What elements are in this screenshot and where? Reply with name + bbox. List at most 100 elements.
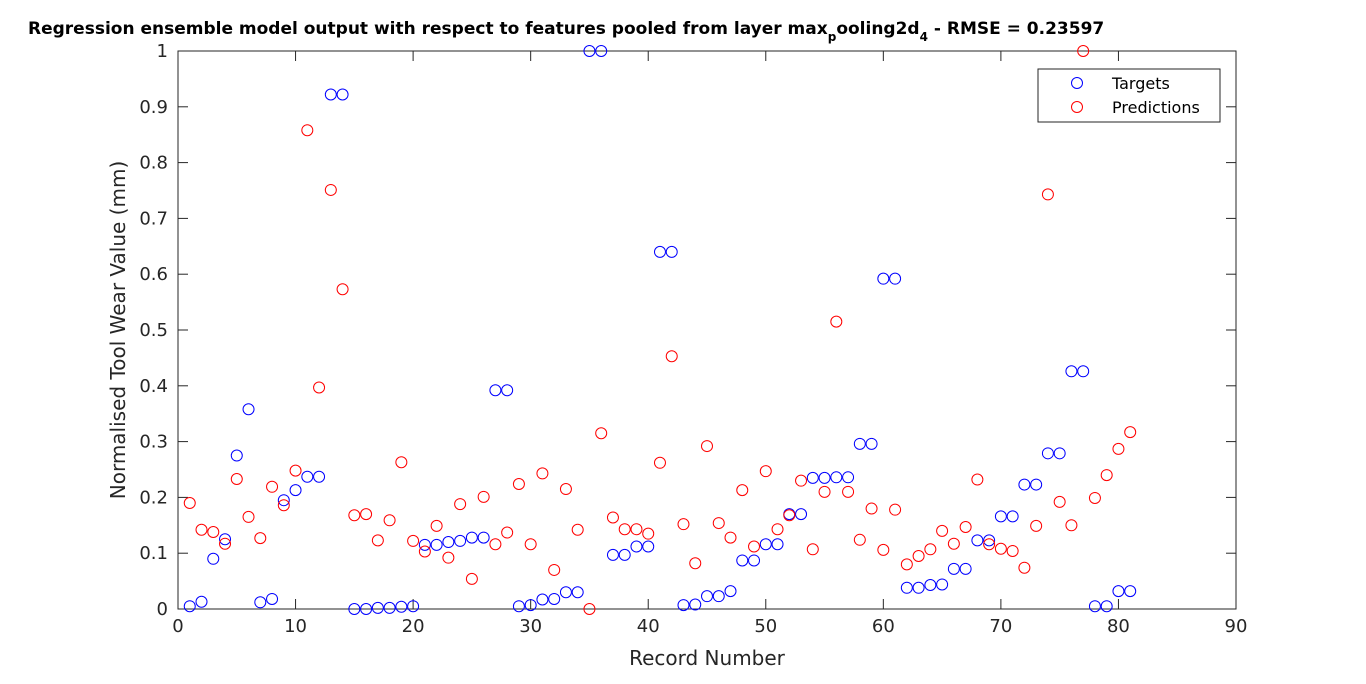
data-point-predictions — [936, 524, 949, 537]
data-point-targets — [736, 554, 749, 567]
data-point-predictions — [889, 503, 902, 516]
y-tick-label: 0.9 — [139, 97, 168, 118]
data-point-targets — [324, 88, 337, 101]
data-point-targets — [889, 272, 902, 285]
x-tick-label: 20 — [402, 616, 425, 637]
data-point-targets — [207, 552, 220, 565]
y-tick-label: 0 — [157, 599, 168, 620]
data-point-predictions — [242, 510, 255, 523]
data-point-targets — [313, 470, 326, 483]
data-point-predictions — [947, 537, 960, 550]
data-point-predictions — [994, 542, 1007, 555]
data-point-predictions — [548, 563, 561, 576]
data-point-predictions — [924, 543, 937, 556]
y-tick-label: 0.3 — [139, 432, 168, 453]
data-point-predictions — [512, 478, 525, 491]
data-point-predictions — [371, 534, 384, 547]
data-point-targets — [230, 449, 243, 462]
y-tick-label: 0.1 — [139, 543, 168, 564]
x-tick-label: 10 — [284, 616, 307, 637]
data-point-targets — [512, 600, 525, 613]
legend-marker-targets — [1071, 77, 1083, 89]
data-point-predictions — [912, 549, 925, 562]
data-point-targets — [1065, 365, 1078, 378]
data-point-predictions — [971, 473, 984, 486]
data-point-targets — [301, 470, 314, 483]
data-point-predictions — [877, 543, 890, 556]
data-point-targets — [395, 600, 408, 613]
data-point-targets — [348, 603, 361, 615]
data-point-predictions — [383, 514, 396, 527]
data-point-targets — [266, 592, 279, 605]
data-point-predictions — [795, 474, 808, 487]
data-point-predictions — [865, 502, 878, 515]
data-point-targets — [1041, 447, 1054, 460]
data-point-predictions — [348, 509, 361, 522]
data-point-predictions — [900, 558, 913, 571]
data-point-predictions — [430, 519, 443, 532]
data-point-predictions — [442, 551, 455, 564]
data-point-targets — [1077, 365, 1090, 378]
data-point-predictions — [748, 540, 761, 553]
data-point-targets — [924, 579, 937, 592]
data-point-predictions — [571, 523, 584, 536]
data-point-targets — [936, 578, 949, 591]
x-tick-label: 0 — [172, 616, 183, 637]
data-point-targets — [701, 590, 713, 603]
data-point-predictions — [207, 525, 220, 538]
data-point-predictions — [642, 527, 655, 540]
data-point-predictions — [783, 509, 796, 522]
data-point-predictions — [336, 283, 349, 296]
x-tick-label: 30 — [519, 616, 542, 637]
data-point-predictions — [418, 545, 431, 558]
data-point-predictions — [501, 526, 514, 539]
y-tick-label: 0.2 — [139, 487, 168, 508]
data-point-targets — [418, 538, 431, 551]
x-tick-label: 70 — [989, 616, 1012, 637]
data-point-targets — [983, 534, 996, 547]
data-point-predictions — [1030, 519, 1043, 532]
data-point-predictions — [1077, 45, 1090, 57]
data-point-targets — [618, 548, 631, 561]
data-point-targets — [1112, 585, 1125, 598]
y-tick-label: 0.8 — [139, 153, 168, 174]
x-tick-label: 40 — [637, 616, 660, 637]
data-point-predictions — [724, 531, 737, 544]
data-point-predictions — [301, 124, 314, 137]
data-point-targets — [360, 603, 373, 615]
data-point-predictions — [653, 456, 666, 469]
data-point-predictions — [465, 572, 478, 585]
x-tick-label: 50 — [754, 616, 777, 637]
data-point-targets — [501, 384, 514, 397]
data-point-predictions — [277, 499, 290, 512]
data-point-targets — [748, 554, 761, 567]
data-point-predictions — [712, 517, 725, 530]
data-point-predictions — [830, 315, 843, 328]
axis-ticks: 0 10 20 30 40 50 60 70 80 90 0 0.1 0.2 0.3 0.4 0.5 0.6 0.… — [139, 41, 1247, 637]
data-point-targets — [195, 595, 208, 608]
legend-label-targets: Targets — [1111, 74, 1170, 93]
data-point-targets — [771, 538, 784, 551]
data-point-predictions — [195, 523, 208, 536]
data-point-targets — [477, 531, 490, 544]
data-point-targets — [665, 245, 678, 258]
data-point-predictions — [313, 381, 326, 394]
data-point-predictions — [759, 465, 772, 478]
data-point-predictions — [1041, 188, 1054, 201]
data-point-targets — [1100, 600, 1113, 613]
data-point-targets — [806, 471, 819, 484]
y-tick-label: 0.5 — [139, 320, 168, 341]
data-point-predictions — [806, 543, 819, 556]
data-point-predictions — [701, 440, 713, 453]
data-point-targets — [548, 592, 561, 605]
data-point-predictions — [595, 427, 608, 440]
data-point-predictions — [254, 532, 267, 545]
data-point-predictions — [407, 534, 420, 547]
legend-label-predictions: Predictions — [1112, 98, 1200, 117]
data-point-targets — [371, 601, 384, 614]
data-point-targets — [795, 508, 808, 521]
data-point-predictions — [1018, 561, 1031, 574]
data-point-targets — [559, 586, 572, 599]
data-point-targets — [947, 562, 960, 575]
y-tick-label: 1 — [157, 41, 168, 62]
